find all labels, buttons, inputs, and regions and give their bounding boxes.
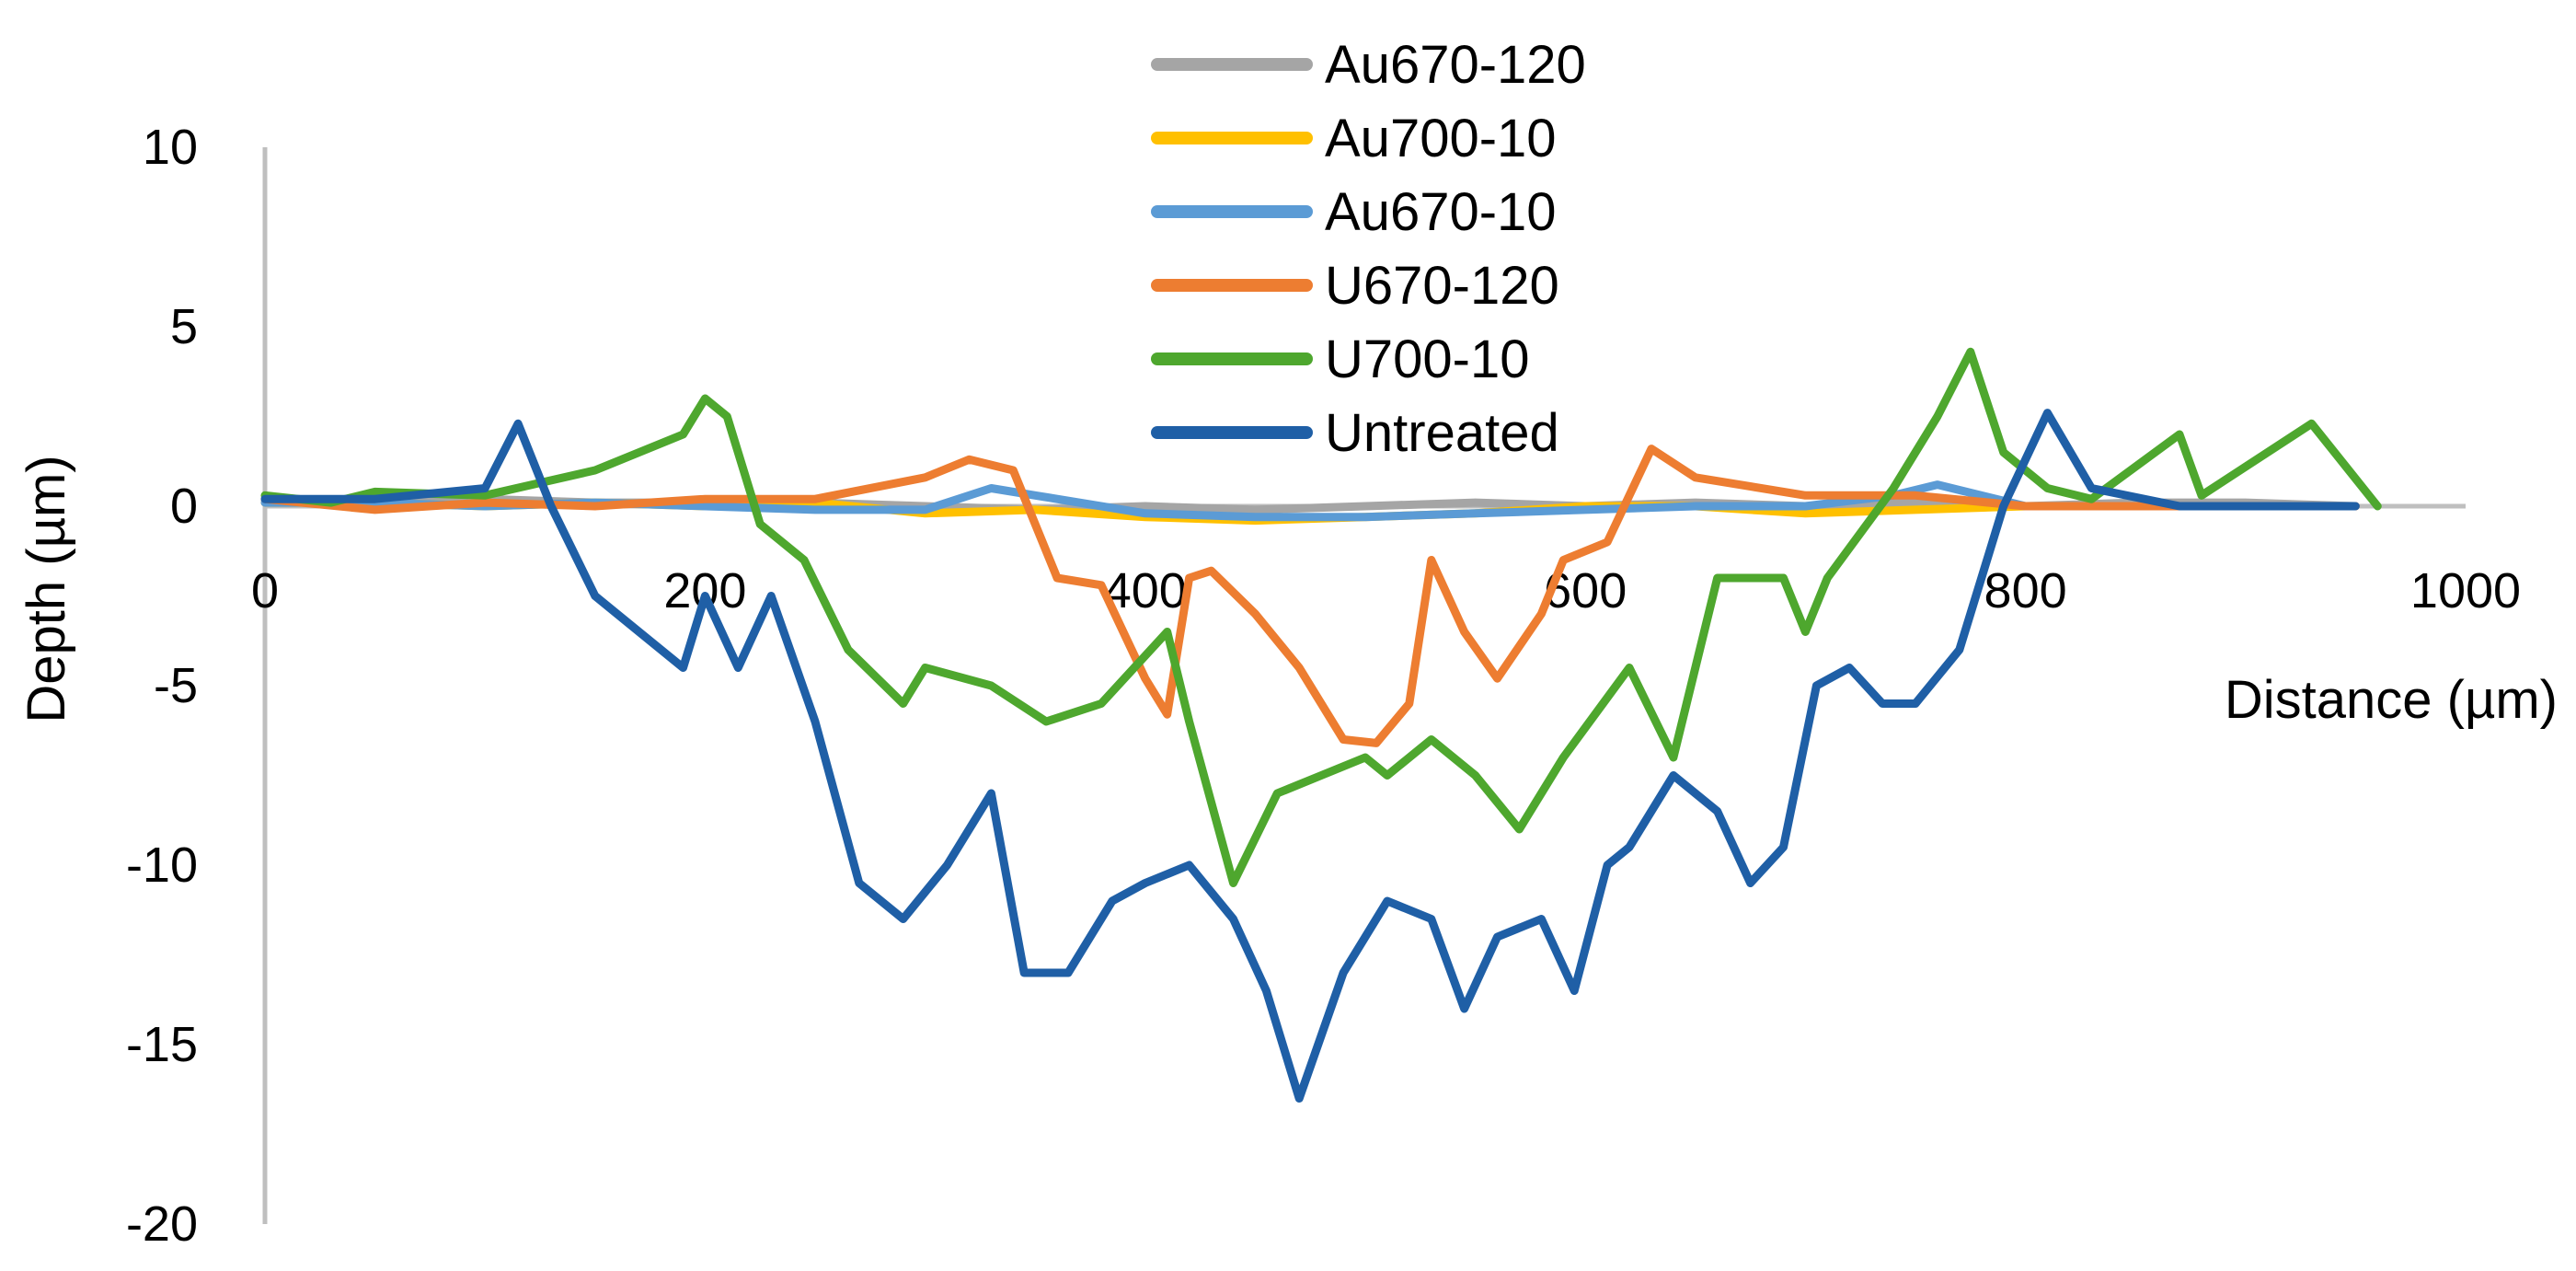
x-tick-label: 0 [251,563,279,618]
y-tick-label: 5 [170,299,198,354]
legend-label: Au670-120 [1325,35,1586,95]
y-tick-label: -5 [154,658,198,713]
y-tick-label: 10 [143,120,198,175]
y-tick-labels: 10 5 0 -5 -10 -15 -20 [126,120,198,1252]
series-line-u700-10 [260,347,2382,887]
y-tick-label: -15 [126,1017,198,1072]
y-tick-label: 0 [170,479,198,534]
series-line-untreated [260,409,2360,1103]
x-tick-label: 200 [663,563,746,618]
legend: Au670-120 Au700-10 Au670-10 U670-120 U700-10… [1151,35,1586,463]
y-axis-title: Depth (µm) [17,455,76,722]
legend-label: Au670-10 [1325,182,1557,242]
legend-label: U700-10 [1325,329,1529,389]
x-tick-label: 800 [1984,563,2067,618]
x-axis-title: Distance (µm) [2225,670,2558,730]
series-lines [260,347,2382,1103]
legend-label: Au700-10 [1325,109,1557,168]
x-tick-label: 400 [1104,563,1187,618]
legend-label: U670-120 [1325,256,1559,316]
legend-label: Untreated [1325,403,1559,463]
y-tick-label: -10 [126,838,198,893]
series-line-u670-120 [260,445,2360,747]
y-tick-label: -20 [126,1196,198,1252]
x-tick-label: 1000 [2410,563,2521,618]
